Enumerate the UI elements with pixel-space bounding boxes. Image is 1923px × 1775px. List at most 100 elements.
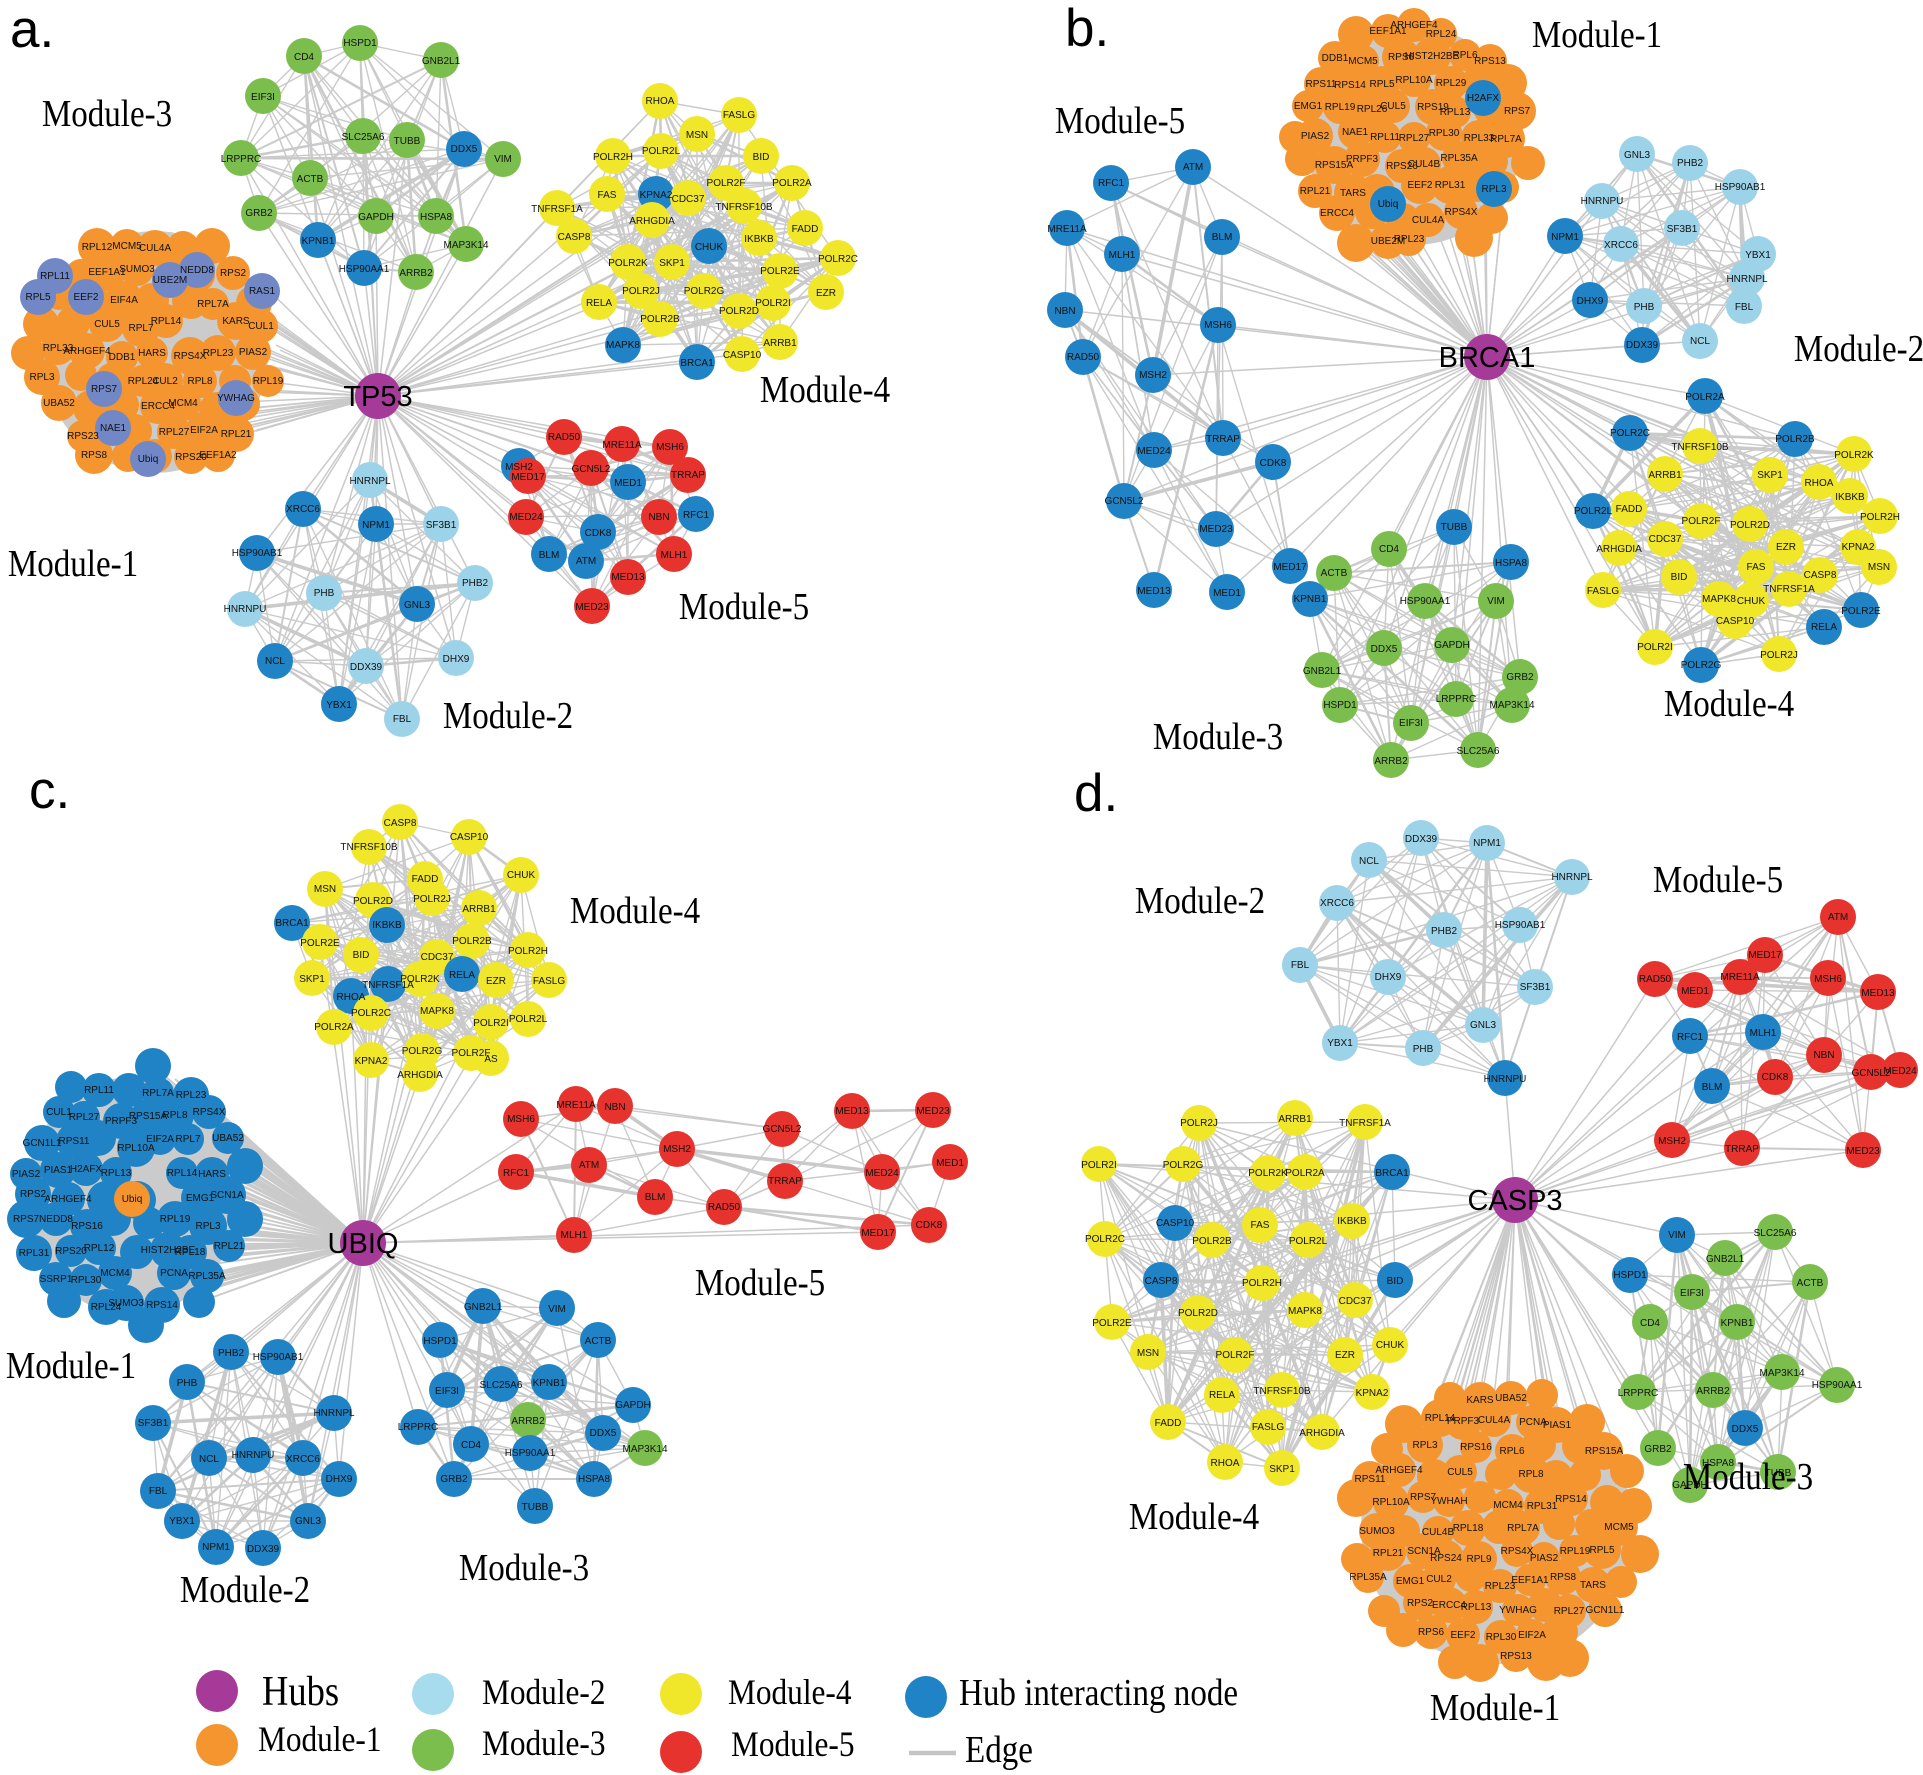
svg-text:RPL21: RPL21 <box>221 429 252 440</box>
svg-text:POLR2L: POLR2L <box>1289 1236 1328 1247</box>
svg-text:CASP10: CASP10 <box>1716 616 1755 627</box>
svg-text:FADD: FADD <box>792 224 819 235</box>
svg-text:POLR2H: POLR2H <box>593 152 633 163</box>
svg-text:RPL8: RPL8 <box>1518 1469 1543 1480</box>
svg-text:NCL: NCL <box>1359 856 1379 867</box>
svg-text:ARHGDIA: ARHGDIA <box>629 216 675 227</box>
svg-text:EMG1: EMG1 <box>186 1193 215 1204</box>
svg-text:MCM4: MCM4 <box>1493 1500 1523 1511</box>
svg-text:PHB2: PHB2 <box>218 1348 245 1359</box>
svg-text:Module-3: Module-3 <box>459 1546 589 1589</box>
svg-text:MRE11A: MRE11A <box>602 440 642 451</box>
svg-text:PHB2: PHB2 <box>1431 926 1458 937</box>
svg-text:NPM1: NPM1 <box>1551 232 1579 243</box>
svg-text:MED23: MED23 <box>1199 524 1233 535</box>
svg-text:Module-3: Module-3 <box>482 1724 605 1763</box>
svg-text:POLR2B: POLR2B <box>1192 1236 1232 1247</box>
svg-text:Module-3: Module-3 <box>1153 715 1283 758</box>
svg-text:EIF2A: EIF2A <box>1518 1630 1546 1641</box>
svg-text:PIAS2: PIAS2 <box>12 1169 41 1180</box>
svg-text:ARHGDIA: ARHGDIA <box>1596 544 1642 555</box>
svg-text:MED23: MED23 <box>916 1106 950 1117</box>
svg-text:RPL23: RPL23 <box>203 348 234 359</box>
svg-text:IKBKB: IKBKB <box>744 234 774 245</box>
svg-text:RPL10A: RPL10A <box>1372 1497 1410 1508</box>
svg-text:IKBKB: IKBKB <box>1835 492 1865 503</box>
svg-text:EIF3I: EIF3I <box>435 1386 459 1397</box>
svg-text:RPL35A: RPL35A <box>188 1271 226 1282</box>
svg-text:VIM: VIM <box>494 154 512 165</box>
svg-text:RPS15A: RPS15A <box>129 1111 168 1122</box>
svg-text:Module-2: Module-2 <box>443 694 573 737</box>
svg-text:RPL3: RPL3 <box>29 372 54 383</box>
svg-text:POLR2D: POLR2D <box>1730 520 1770 531</box>
svg-text:Module-3: Module-3 <box>42 92 172 135</box>
svg-text:CASP10: CASP10 <box>1156 1218 1195 1229</box>
svg-text:MED24: MED24 <box>1137 446 1171 457</box>
svg-text:UBE2M: UBE2M <box>1371 236 1405 247</box>
svg-text:POLR2D: POLR2D <box>353 896 393 907</box>
svg-text:HSPA8: HSPA8 <box>1495 558 1527 569</box>
svg-text:EIF3I: EIF3I <box>251 92 275 103</box>
svg-text:FAS: FAS <box>598 190 617 201</box>
svg-text:MAPK8: MAPK8 <box>606 340 640 351</box>
svg-text:POLR2B: POLR2B <box>452 936 492 947</box>
svg-text:CUL1: CUL1 <box>46 1107 72 1118</box>
svg-text:GRB2: GRB2 <box>1506 672 1534 683</box>
svg-text:TP53: TP53 <box>343 381 412 413</box>
svg-text:RPS7: RPS7 <box>1410 1492 1437 1503</box>
svg-text:MAP3K14: MAP3K14 <box>1759 1368 1804 1379</box>
svg-text:RELA: RELA <box>586 298 612 309</box>
svg-text:XRCC6: XRCC6 <box>286 1454 320 1465</box>
svg-text:HSPD1: HSPD1 <box>1323 700 1357 711</box>
svg-text:POLR2C: POLR2C <box>1085 1234 1125 1245</box>
svg-text:CUL2: CUL2 <box>152 376 178 387</box>
svg-text:BLM: BLM <box>1212 232 1233 243</box>
svg-text:NPM1: NPM1 <box>202 1542 230 1553</box>
svg-text:MED17: MED17 <box>861 1228 895 1239</box>
svg-text:PHB2: PHB2 <box>1677 158 1704 169</box>
svg-text:HIST2H2BE: HIST2H2BE <box>1405 51 1460 62</box>
svg-text:POLR2F: POLR2F <box>1682 516 1721 527</box>
svg-text:GCN5L2: GCN5L2 <box>1852 1068 1891 1079</box>
svg-text:RPL11: RPL11 <box>40 271 70 282</box>
svg-text:RPS23: RPS23 <box>67 431 99 442</box>
svg-text:RPL33: RPL33 <box>1464 133 1495 144</box>
svg-text:EIF3I: EIF3I <box>1399 718 1423 729</box>
svg-text:POLR2I: POLR2I <box>755 298 791 309</box>
svg-text:POLR2J: POLR2J <box>1760 650 1798 661</box>
svg-text:ARHGEF4: ARHGEF4 <box>1390 20 1438 31</box>
svg-text:PIAS2: PIAS2 <box>1530 1553 1559 1564</box>
svg-text:RPL21: RPL21 <box>1300 186 1331 197</box>
svg-text:POLR2G: POLR2G <box>1163 1160 1204 1171</box>
svg-text:HSPD1: HSPD1 <box>423 1336 457 1347</box>
svg-text:DHX9: DHX9 <box>1375 972 1402 983</box>
svg-text:RPL35A: RPL35A <box>1440 153 1478 164</box>
svg-text:TNFRSF1A: TNFRSF1A <box>1339 1118 1391 1129</box>
svg-text:NBN: NBN <box>1813 1050 1834 1061</box>
svg-text:MCM5: MCM5 <box>112 241 142 252</box>
svg-text:Module-4: Module-4 <box>1664 682 1795 725</box>
svg-text:KARS: KARS <box>1466 1395 1494 1406</box>
svg-text:DHX9: DHX9 <box>443 654 470 665</box>
svg-text:POLR2D: POLR2D <box>719 306 759 317</box>
svg-text:RPL35A: RPL35A <box>1349 1572 1387 1583</box>
svg-text:HARS: HARS <box>198 1169 226 1180</box>
svg-text:ARHGEF4: ARHGEF4 <box>63 346 111 357</box>
svg-text:MED23: MED23 <box>575 602 609 613</box>
svg-text:GNL3: GNL3 <box>295 1516 322 1527</box>
svg-text:KPNA2: KPNA2 <box>1842 542 1875 553</box>
svg-text:RPL10A: RPL10A <box>117 1143 155 1154</box>
svg-text:UBE2M: UBE2M <box>153 275 187 286</box>
svg-text:PHB: PHB <box>177 1378 198 1389</box>
svg-text:FADD: FADD <box>412 874 439 885</box>
svg-text:RPL9: RPL9 <box>1466 1554 1491 1565</box>
svg-text:POLR2L: POLR2L <box>509 1014 548 1025</box>
svg-text:Module-2: Module-2 <box>1135 879 1265 922</box>
svg-text:Module-1: Module-1 <box>8 542 138 585</box>
svg-text:CUL4A: CUL4A <box>139 243 172 254</box>
svg-text:CDK8: CDK8 <box>916 1220 943 1231</box>
svg-text:NEDD8: NEDD8 <box>39 1214 73 1225</box>
svg-text:Module-4: Module-4 <box>1129 1495 1260 1538</box>
svg-text:ERCC4: ERCC4 <box>1320 208 1354 219</box>
